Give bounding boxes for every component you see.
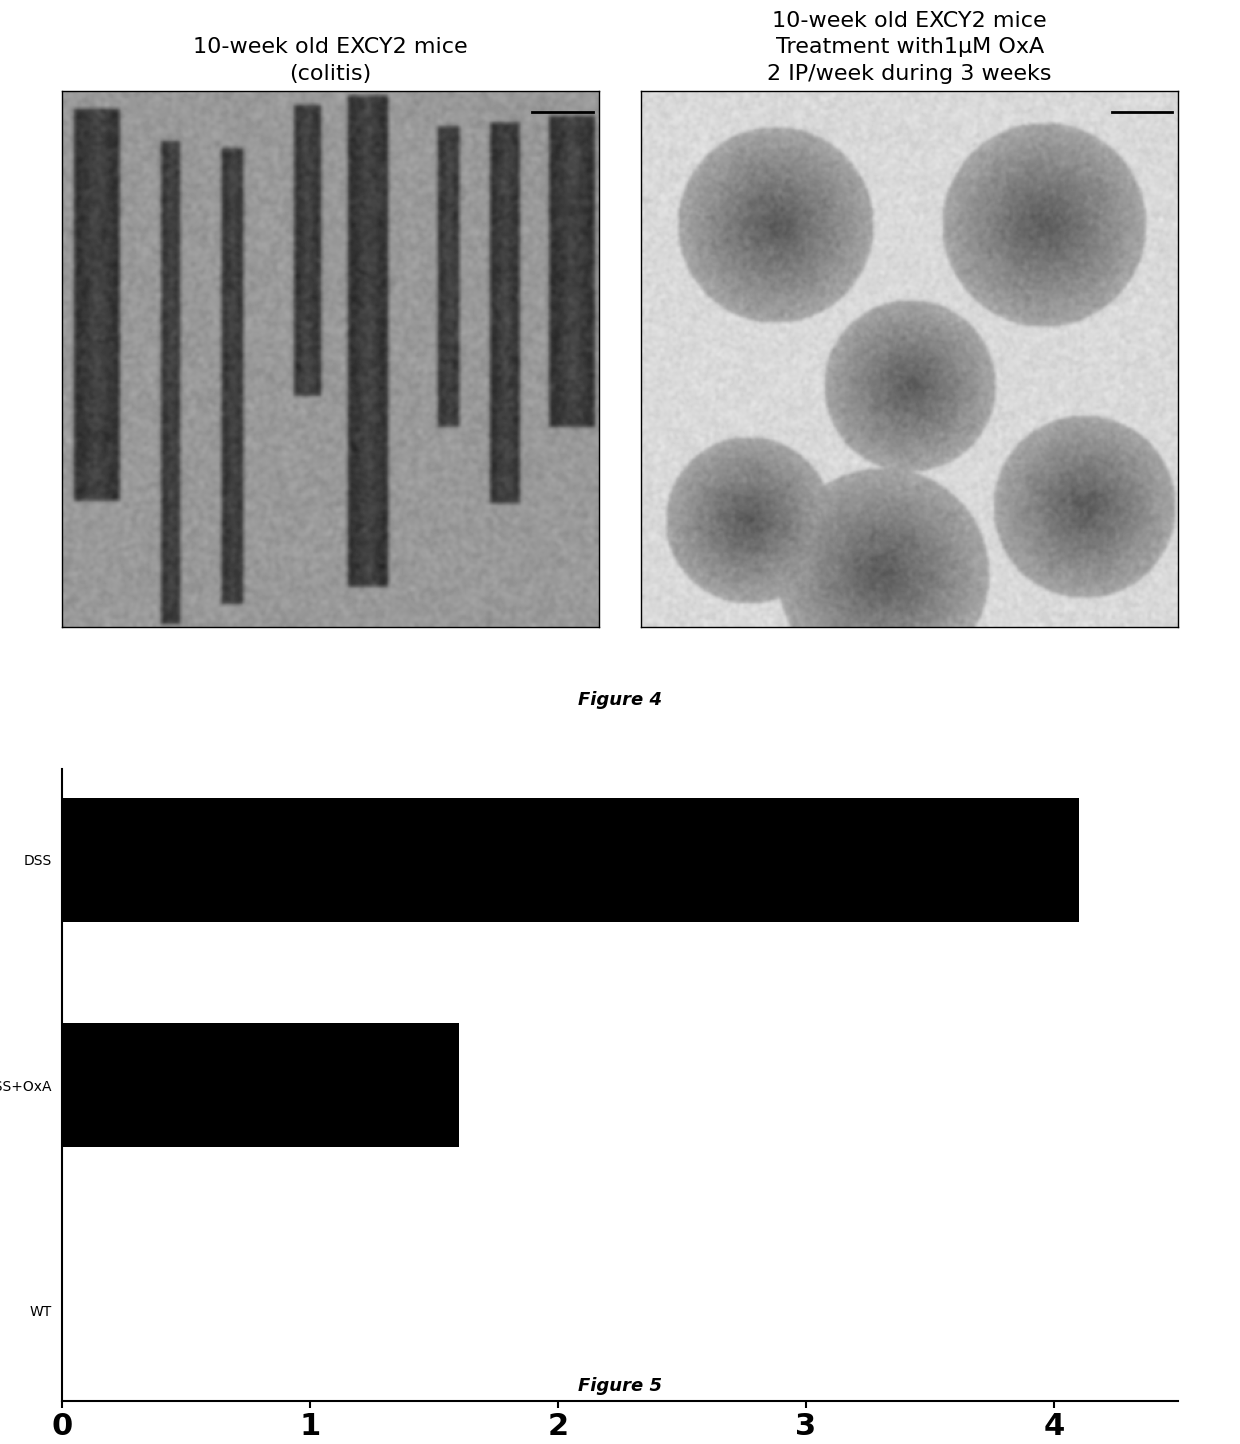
Text: Figure 5: Figure 5 bbox=[578, 1378, 662, 1395]
Title: 10-week old EXCY2 mice
(colitis): 10-week old EXCY2 mice (colitis) bbox=[193, 38, 467, 84]
Title: 10-week old EXCY2 mice
Treatment with1μM OxA
2 IP/week during 3 weeks: 10-week old EXCY2 mice Treatment with1μM… bbox=[768, 10, 1052, 84]
Text: Figure 4: Figure 4 bbox=[578, 692, 662, 709]
Bar bbox=[62, 1024, 459, 1147]
Bar bbox=[62, 799, 1079, 921]
